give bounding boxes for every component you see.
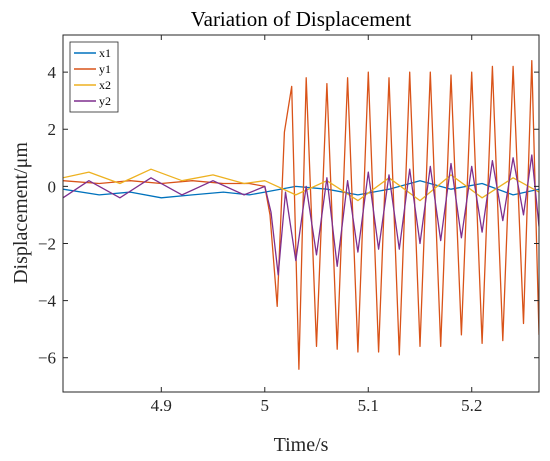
legend-label-x2: x2 [99, 78, 111, 92]
y-tick-label: 4 [48, 63, 57, 82]
legend: x1 y1 x2 y2 [69, 41, 119, 113]
series-line-x1 [63, 180, 539, 199]
x-tick-label: 4.9 [151, 396, 172, 415]
series-line-y1 [63, 60, 539, 370]
x-tick-label: 5 [261, 396, 270, 415]
y-tick-label: 2 [48, 120, 57, 139]
plot-area [63, 35, 539, 392]
series-line-y2 [63, 154, 539, 276]
legend-label-y1: y1 [99, 62, 111, 76]
legend-label-x1: x1 [99, 46, 111, 60]
y-tick-label: −2 [38, 234, 56, 253]
x-axis-label: Time/s [274, 434, 329, 456]
plot-frame [62, 34, 540, 393]
y-tick-label: −4 [38, 292, 57, 311]
y-axis: −6 −4 −2 0 2 4 [38, 63, 539, 368]
x-tick-label: 5.2 [461, 396, 482, 415]
y-tick-label: 0 [48, 177, 57, 196]
y-axis-label: Displacement/μm [10, 142, 32, 284]
series-line-x2 [63, 168, 539, 202]
x-tick-label: 5.1 [358, 396, 379, 415]
y-tick-label: −6 [38, 349, 56, 368]
chart-title: Variation of Displacement [191, 7, 412, 31]
legend-label-y2: y2 [99, 94, 111, 108]
x-axis: 4.9 5 5.1 5.2 [151, 35, 482, 415]
